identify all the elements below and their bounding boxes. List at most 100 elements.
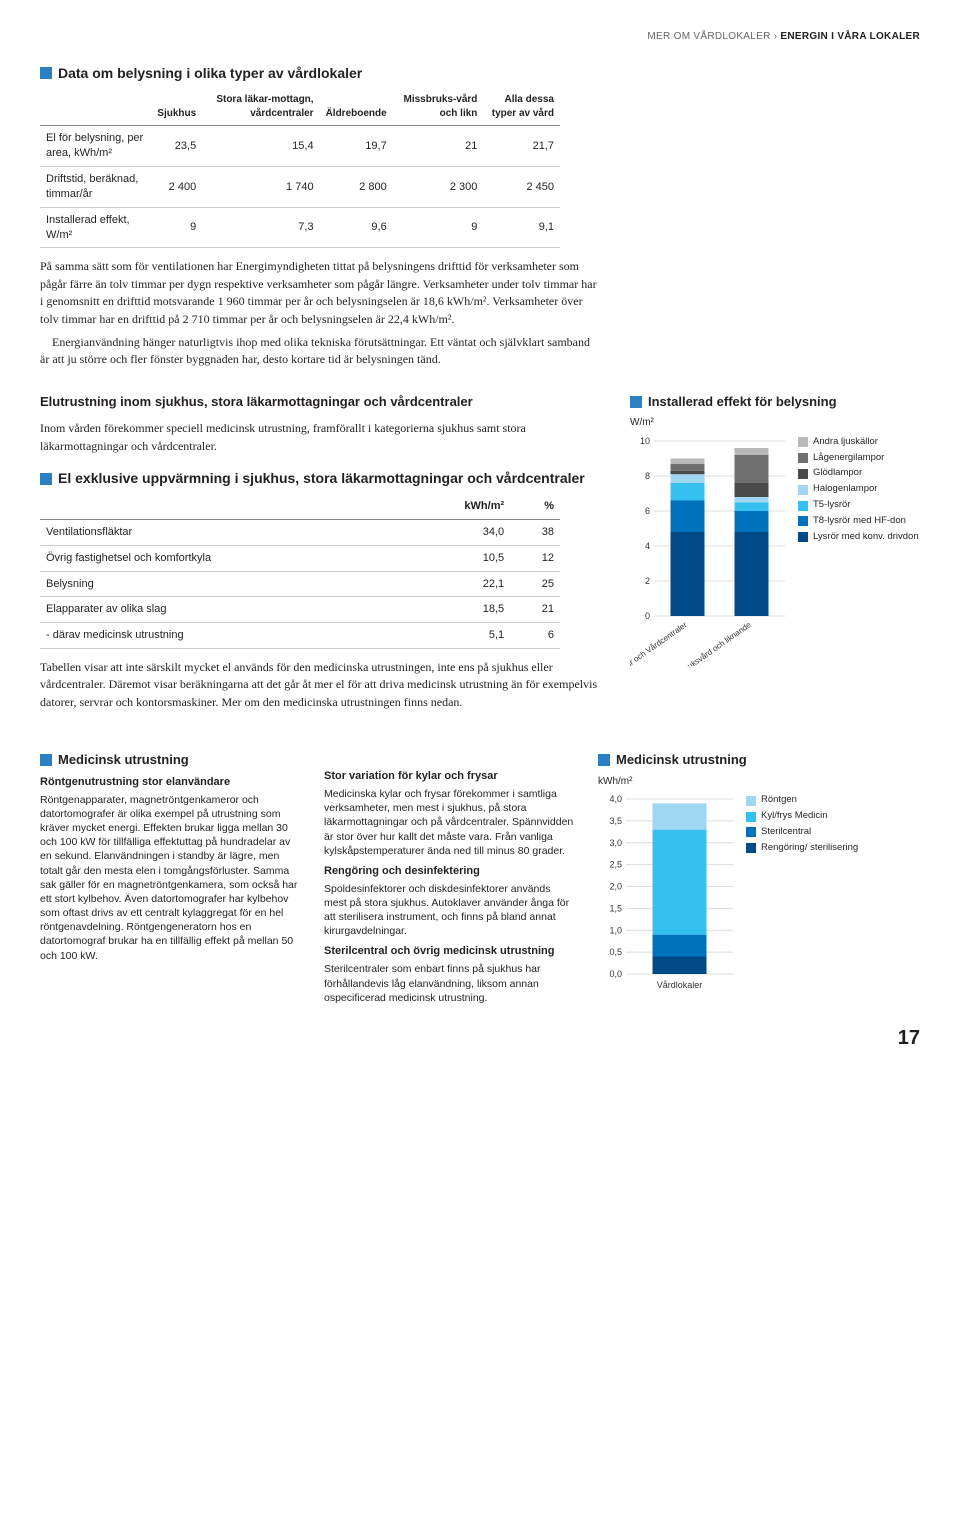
med-mid-h: Stor variation för kylar och frysar <box>324 769 574 784</box>
legend-item: Rengöring/ sterilisering <box>746 842 858 855</box>
legend-swatch <box>746 827 756 837</box>
cell: 15,4 <box>202 126 319 167</box>
chart-effekt-ylabel: W/m² <box>630 416 920 430</box>
legend-swatch <box>798 501 808 511</box>
cell: 1 740 <box>202 167 319 208</box>
table2-header: kWh/m² <box>404 494 510 519</box>
chart-effekt-legend: Andra ljuskällorLågenergilamporGlödlampo… <box>798 436 919 547</box>
table-row: - därav medicinsk utrustning5,16 <box>40 623 560 649</box>
row-label: Belysning <box>40 571 404 597</box>
legend-swatch <box>798 532 808 542</box>
svg-text:3,5: 3,5 <box>609 816 622 826</box>
table2-title: El exklusive uppvärmning i sjukhus, stor… <box>58 469 585 488</box>
chart-med-legend: Röntgen Kyl/frys Medicin Sterilcentral Reng… <box>746 794 858 857</box>
paragraph: På samma sätt som för ventilationen har … <box>40 258 600 328</box>
svg-text:Vårdlokaler: Vårdlokaler <box>657 980 703 990</box>
chart-effekt-title: Installerad effekt för belysning <box>648 393 837 411</box>
table1-header: Missbruks-vård och likn <box>393 88 484 126</box>
table1-header: Alla dessa typer av vård <box>483 88 560 126</box>
med-mid-p: Medicinska kylar och frysar förekommer i… <box>324 787 574 858</box>
square-icon <box>40 473 52 485</box>
legend-label: Halogenlampor <box>813 483 877 496</box>
square-icon <box>40 754 52 766</box>
cell: 6 <box>510 623 560 649</box>
svg-text:10: 10 <box>640 436 650 446</box>
cell: 19,7 <box>320 126 393 167</box>
row-label: Ventilationsfläktar <box>40 519 404 545</box>
table-row: Belysning22,125 <box>40 571 560 597</box>
table-row: Övrig fastighetsel och komfortkyla10,512 <box>40 545 560 571</box>
breadcrumb: MER OM VÅRDLOKALER › ENERGIN I VÅRA LOKA… <box>40 30 920 44</box>
cell: 7,3 <box>202 207 319 248</box>
cell: 25 <box>510 571 560 597</box>
med-left-p: Röntgenapparater, magnetröntgenkameror o… <box>40 793 300 963</box>
legend-swatch <box>798 469 808 479</box>
legend-item: Sterilcentral <box>746 826 858 839</box>
legend-item: T8-lysrör med HF-don <box>798 515 919 528</box>
svg-text:4,0: 4,0 <box>609 794 622 804</box>
page-number: 17 <box>40 1025 920 1052</box>
legend-label: Andra ljuskällor <box>813 436 878 449</box>
cell: 9 <box>393 207 484 248</box>
para1: På samma sätt som för ventilationen har … <box>40 258 600 368</box>
svg-text:Sjukhus, mottagningar och Vård: Sjukhus, mottagningar och Vårdcentraler <box>630 620 689 666</box>
row-label: Övrig fastighetsel och komfortkyla <box>40 545 404 571</box>
cell: 9,1 <box>483 207 560 248</box>
med-mid-p: Sterilcentraler som enbart finns på sjuk… <box>324 962 574 1005</box>
svg-text:Äldreboende, Missbruksvård och: Äldreboende, Missbruksvård och liknande <box>630 620 753 666</box>
table2-header <box>40 494 404 519</box>
cell: 10,5 <box>404 545 510 571</box>
chart-med: 0,00,51,01,52,02,53,03,54,0Vårdlokaler <box>598 794 738 1004</box>
table-row: Ventilationsfläktar34,038 <box>40 519 560 545</box>
breadcrumb-bold: ENERGIN I VÅRA LOKALER <box>780 31 920 42</box>
legend-swatch <box>746 796 756 806</box>
para2: Tabellen visar att inte särskilt mycket … <box>40 659 600 711</box>
svg-text:8: 8 <box>645 471 650 481</box>
table1-header <box>40 88 151 126</box>
svg-text:6: 6 <box>645 506 650 516</box>
cell: 21 <box>393 126 484 167</box>
cell: 21,7 <box>483 126 560 167</box>
legend-swatch <box>746 843 756 853</box>
cell: 23,5 <box>151 126 202 167</box>
svg-text:1,0: 1,0 <box>609 926 622 936</box>
svg-text:1,5: 1,5 <box>609 904 622 914</box>
cell: 34,0 <box>404 519 510 545</box>
legend-item: Lysrör med konv. drivdon <box>798 531 919 544</box>
legend-label: Glödlampor <box>813 467 862 480</box>
row-label: Elapparater av olika slag <box>40 597 404 623</box>
chart-effekt: 0246810Sjukhus, mottagningar och Vårdcen… <box>630 436 790 666</box>
chart-effekt-title-row: Installerad effekt för belysning <box>630 393 920 411</box>
table-row: El för belysning, per area, kWh/m²23,515… <box>40 126 560 167</box>
cell: 9 <box>151 207 202 248</box>
svg-text:2,5: 2,5 <box>609 860 622 870</box>
legend-label: Rengöring/ sterilisering <box>761 842 858 855</box>
legend-item: Röntgen <box>746 794 858 807</box>
row-label: - därav medicinsk utrustning <box>40 623 404 649</box>
svg-text:0,0: 0,0 <box>609 969 622 979</box>
cell: 2 300 <box>393 167 484 208</box>
med-mid-h: Sterilcentral och övrig medicinsk utrust… <box>324 944 574 959</box>
elutrust-heading: Elutrustning inom sjukhus, stora läkarmo… <box>40 393 600 411</box>
table-row: Installerad effekt, W/m²97,39,699,1 <box>40 207 560 248</box>
legend-item: Kyl/frys Medicin <box>746 810 858 823</box>
row-label: Installerad effekt, W/m² <box>40 207 151 248</box>
med-title: Medicinsk utrustning <box>58 751 189 769</box>
breadcrumb-pre: MER OM VÅRDLOKALER › <box>647 31 780 42</box>
legend-label: T8-lysrör med HF-don <box>813 515 906 528</box>
legend-swatch <box>798 485 808 495</box>
chart-med-title: Medicinsk utrustning <box>616 751 747 769</box>
legend-item: Glödlampor <box>798 467 919 480</box>
chart-med-ylabel: kWh/m² <box>598 775 920 789</box>
legend-item: T5-lysrör <box>798 499 919 512</box>
table1-title: Data om belysning i olika typer av vårdl… <box>58 64 362 83</box>
svg-text:3,0: 3,0 <box>609 838 622 848</box>
med-title-row: Medicinsk utrustning <box>40 751 300 769</box>
table1: SjukhusStora läkar-mottagn, vårdcentrale… <box>40 88 560 248</box>
table-row: Elapparater av olika slag18,521 <box>40 597 560 623</box>
cell: 22,1 <box>404 571 510 597</box>
med-mid: Stor variation för kylar och frysar Medic… <box>324 737 574 1005</box>
svg-text:2,0: 2,0 <box>609 882 622 892</box>
legend-swatch <box>798 516 808 526</box>
table1-title-row: Data om belysning i olika typer av vårdl… <box>40 64 920 83</box>
